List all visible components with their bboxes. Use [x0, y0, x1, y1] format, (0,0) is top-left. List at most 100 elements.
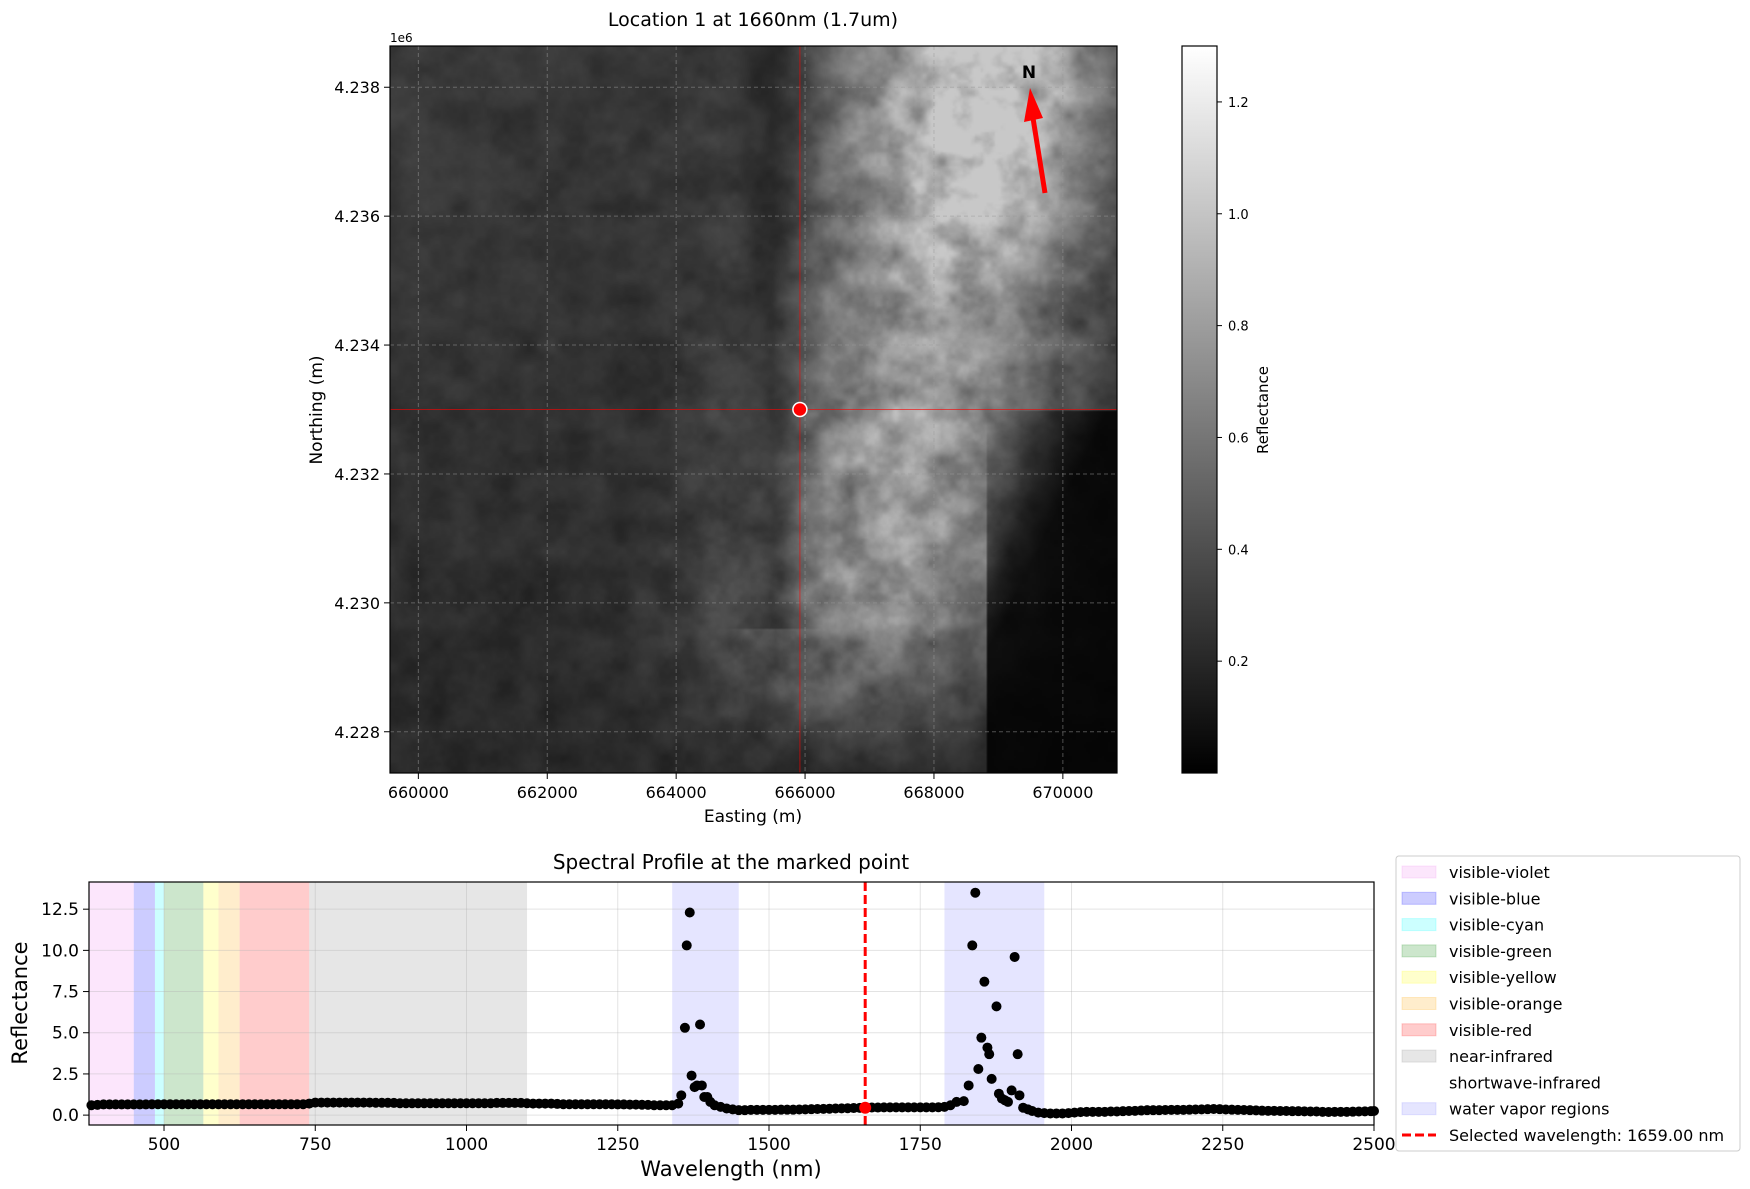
band-near-infrared — [309, 882, 528, 1125]
data-point — [684, 907, 695, 918]
band-visible-cyan — [154, 882, 165, 1125]
y-tick-label: 4.232 — [334, 465, 380, 484]
data-point — [695, 1019, 706, 1030]
data-point — [676, 1090, 687, 1101]
profile-ticks: 500 750 1000 1250 1500 1750 2000 2250 2500 0.0 2.5… — [41, 900, 1395, 1155]
data-point — [696, 1080, 707, 1091]
colorbar-tick-label: 0.8 — [1228, 320, 1249, 335]
x-tick-label: 1250 — [596, 1135, 639, 1155]
data-point — [963, 1080, 974, 1091]
data-point — [973, 1063, 984, 1074]
colorbar — [1181, 45, 1218, 774]
legend-swatch — [1401, 891, 1437, 905]
profile-frame — [88, 881, 1375, 1126]
legend-swatch — [1401, 918, 1437, 932]
data-point — [681, 940, 692, 951]
colorbar-label: Reflectance — [1254, 366, 1272, 454]
legend: visible-violet visible-blue visible-cyan vi… — [1395, 855, 1741, 1152]
x-tick-label: 750 — [299, 1135, 331, 1155]
data-point — [986, 1073, 997, 1084]
x-tick-label: 2500 — [1352, 1135, 1395, 1155]
legend-swatch — [1401, 997, 1437, 1010]
y-tick-label: 12.5 — [41, 900, 79, 920]
profile-y-label: Reflectance — [8, 941, 32, 1064]
map-x-label: Easting (m) — [704, 807, 802, 827]
legend-label: near-infrared — [1449, 1047, 1553, 1066]
data-point — [1006, 1085, 1017, 1096]
x-tick-label: 660000 — [388, 783, 449, 802]
y-tick-label: 0.0 — [52, 1106, 79, 1126]
y-tick-label: 2.5 — [52, 1065, 79, 1085]
y-offset-label: 1e6 — [390, 31, 413, 45]
map-grid — [390, 46, 1117, 773]
y-tick-label: 4.228 — [334, 723, 380, 742]
colorbar-tick-label: 0.6 — [1228, 431, 1249, 446]
map-overlay: N — [390, 46, 1117, 773]
x-tick-label: 670000 — [1032, 783, 1093, 802]
legend-swatch — [1401, 1049, 1437, 1063]
north-arrow-icon — [1024, 88, 1043, 122]
data-point — [976, 1032, 987, 1043]
band-visible-red — [239, 882, 310, 1125]
data-point — [991, 1001, 1002, 1012]
x-tick-label: 662000 — [517, 783, 578, 802]
data-point — [984, 1049, 995, 1060]
x-tick-label: 500 — [148, 1135, 180, 1155]
y-tick-label: 10.0 — [41, 941, 79, 961]
y-tick-label: 4.238 — [334, 78, 380, 97]
y-tick-label: 4.230 — [334, 594, 380, 613]
x-tick-label: 666000 — [775, 783, 836, 802]
colorbar-tick-label: 1.0 — [1228, 208, 1249, 223]
map-y-label: Northing (m) — [307, 355, 327, 464]
data-point — [951, 1096, 962, 1107]
data-point — [958, 1096, 969, 1107]
data-point — [1012, 1049, 1023, 1060]
legend-swatch — [1401, 944, 1437, 958]
y-tick-label: 7.5 — [52, 983, 79, 1003]
legend-label: visible-blue — [1449, 889, 1541, 908]
legend-swatch — [1401, 865, 1437, 879]
band-visible-green — [164, 882, 204, 1125]
data-point — [1014, 1090, 1025, 1101]
legend-label: visible-red — [1449, 1021, 1532, 1040]
legend-swatch — [1402, 1076, 1436, 1088]
x-tick-label: 2250 — [1201, 1135, 1244, 1155]
legend-swatch — [1401, 1102, 1437, 1116]
profile-x-label: Wavelength (nm) — [640, 1157, 821, 1181]
x-tick-label: 1000 — [445, 1135, 488, 1155]
x-tick-label: 2000 — [1050, 1135, 1093, 1155]
colorbar-tick-label: 1.2 — [1228, 96, 1249, 111]
legend-swatch — [1401, 1023, 1437, 1037]
y-tick-label: 4.234 — [334, 336, 380, 355]
legend-label: visible-cyan — [1449, 916, 1544, 935]
y-tick-label: 5.0 — [52, 1024, 79, 1044]
data-point — [967, 940, 978, 951]
band-visible-orange — [218, 882, 240, 1125]
colorbar-ticks: 0.2 0.4 0.6 0.8 1.0 1.2 — [1217, 96, 1249, 670]
north-label: N — [1022, 63, 1036, 83]
band-visible-yellow — [203, 882, 219, 1125]
map-title: Location 1 at 1660nm (1.7um) — [608, 9, 898, 31]
legend-label: visible-orange — [1449, 995, 1563, 1014]
profile-title: Spectral Profile at the marked point — [553, 850, 909, 874]
legend-label: Selected wavelength: 1659.00 nm — [1449, 1126, 1724, 1145]
selected-wavelength — [859, 882, 872, 1125]
legend-label: visible-violet — [1449, 863, 1550, 882]
legend-label: water vapor regions — [1449, 1100, 1610, 1119]
data-point — [970, 887, 981, 898]
north-arrow-shaft — [1030, 117, 1048, 194]
marked-point — [792, 401, 808, 418]
map-ticks: 660000 662000 664000 666000 668000 670000 4.23… — [334, 78, 1093, 802]
band-visible-violet — [89, 882, 134, 1125]
data-point — [1009, 951, 1020, 962]
legend-swatch — [1401, 970, 1437, 984]
x-tick-label: 1750 — [899, 1135, 942, 1155]
data-point — [673, 1098, 684, 1109]
selected-wavelength-point — [859, 1101, 872, 1114]
legend-box — [1395, 855, 1741, 1152]
colorbar-tick-label: 0.4 — [1228, 543, 1249, 558]
data-point — [1002, 1096, 1013, 1107]
legend-label: visible-yellow — [1449, 968, 1557, 987]
data-point — [979, 976, 990, 987]
